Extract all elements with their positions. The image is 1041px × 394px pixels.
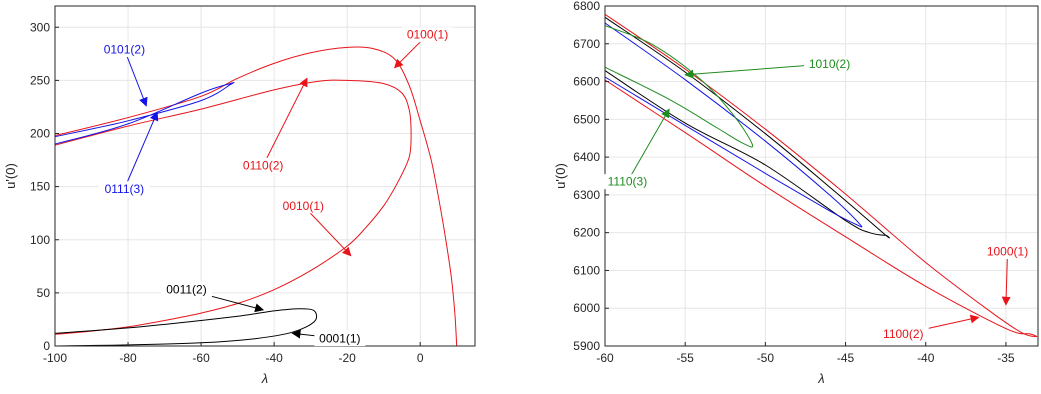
left-annotation-label: 0111(3) (105, 182, 145, 196)
left-y-tick-label: 100 (30, 233, 50, 247)
left-plot-panel: -100 -80 -60 -40 -20 0 0 50 100 150 200 250 300 0100… (3, 5, 476, 386)
left-annotation-bg (314, 331, 366, 347)
right-annotations: 1010(2) 1110(3) 1000(1) 1100(2) (602, 56, 1033, 342)
right-x-axis-label: λ (817, 371, 824, 386)
right-annotation-arrow (1001, 251, 1011, 306)
right-y-tick-label: 6500 (573, 112, 600, 126)
right-x-tick-label: -55 (677, 351, 695, 365)
left-x-tick-label: -20 (339, 351, 357, 365)
right-x-tick-label: -40 (917, 351, 935, 365)
left-annotation-bg (98, 42, 150, 58)
right-annotation-label: 1000(1) (987, 245, 1028, 259)
left-annotation-arrow (123, 49, 148, 107)
left-annotation-arrow (262, 77, 308, 166)
left-y-axis-label: u'(0) (3, 163, 18, 189)
left-annotations: 0100(1) 0101(2) 0110(2) 0111(3) 0010(1) 0011(… (98, 27, 453, 347)
right-annotation-label: 1110(3) (608, 175, 648, 189)
left-plot-frame (54, 5, 476, 347)
left-series-group (54, 46, 458, 347)
right-y-tick-label: 6200 (573, 226, 600, 240)
left-annotation-bg (161, 282, 212, 298)
right-y-tick-label: 5900 (573, 339, 600, 353)
left-y-tick-label: 0 (43, 339, 50, 353)
right-annotation-bg (804, 56, 855, 72)
right-y-tick-label: 6000 (573, 301, 600, 315)
right-plot-panel: -60 -55 -50 -45 -40 -35 5900 6000 6100 6200 6300 64… (553, 0, 1039, 386)
right-x-tick-label: -60 (596, 351, 614, 365)
right-annotation-label: 1010(2) (809, 57, 850, 71)
right-series-black-1 (604, 16, 890, 239)
left-y-tick-label: 50 (37, 286, 51, 300)
right-y-axis-label: u'(0) (553, 163, 568, 189)
left-x-tick-label: -40 (265, 351, 283, 365)
right-y-tick-label: 6600 (573, 75, 600, 89)
right-y-tick-label: 6100 (573, 263, 600, 277)
left-y-tick-label: 300 (30, 20, 50, 34)
right-series-blue-2 (604, 22, 863, 228)
right-annotation-arrow (627, 108, 670, 182)
left-annotation-bg (237, 157, 289, 173)
left-y-tick-label: 200 (30, 127, 50, 141)
left-annotation-label: 0100(1) (407, 28, 448, 42)
left-x-axis-label: λ (261, 371, 268, 386)
right-y-tick-label: 6300 (573, 188, 600, 202)
left-series-blue-2 (54, 81, 235, 145)
right-series-group (604, 13, 1038, 338)
right-tick-labels: -60 -55 -50 -45 -40 -35 5900 6000 6100 6200 6300 64… (573, 0, 1015, 365)
right-x-tick-label: -35 (997, 351, 1015, 365)
right-y-tick-label: 6700 (573, 37, 600, 51)
left-x-tick-label: 0 (417, 351, 424, 365)
left-annotation-label: 0101(2) (104, 43, 145, 57)
left-annotation-arrow (302, 205, 352, 257)
left-x-tick-label: -60 (192, 351, 210, 365)
right-annotation-bg (877, 326, 929, 342)
left-y-tick-label: 150 (30, 180, 50, 194)
left-annotation-arrow (123, 111, 159, 189)
left-annotation-label: 0010(1) (283, 199, 324, 213)
right-annotation-bg (982, 244, 1033, 260)
left-annotation-bg (98, 181, 150, 197)
left-annotation-label: 0011(2) (166, 283, 206, 297)
left-tick-labels: -100 -80 -60 -40 -20 0 0 50 100 150 200 250 300 (30, 20, 424, 365)
right-series-green-3 (604, 25, 754, 148)
right-y-tick-label: 6400 (573, 150, 600, 164)
left-y-tick-label: 250 (30, 73, 50, 87)
left-annotation-label: 0110(2) (243, 158, 283, 172)
left-series-red-0 (54, 79, 412, 335)
right-x-tick-label: -50 (757, 351, 775, 365)
right-annotation-label: 1100(2) (883, 327, 923, 341)
left-annotation-bg (277, 198, 329, 214)
left-series-red-1 (54, 46, 458, 347)
right-y-tick-label: 6800 (573, 0, 600, 13)
right-series-red-0 (604, 13, 1038, 338)
left-series-black-3 (54, 308, 318, 347)
right-annotation-bg (602, 174, 653, 190)
left-annotation-bg (402, 27, 453, 43)
left-x-tick-label: -100 (43, 351, 67, 365)
left-annotation-label: 0001(1) (319, 332, 360, 346)
left-x-tick-label: -80 (119, 351, 137, 365)
right-x-tick-label: -45 (837, 351, 855, 365)
